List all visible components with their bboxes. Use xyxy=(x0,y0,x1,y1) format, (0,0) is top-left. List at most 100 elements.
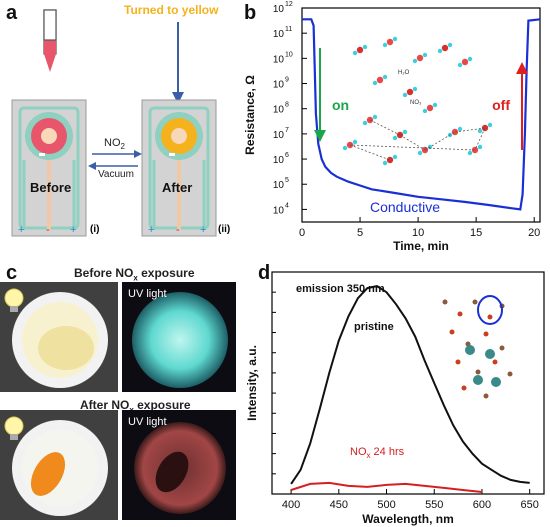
highlight-circle xyxy=(477,295,503,325)
after-nox-caption: After NOx exposure xyxy=(80,398,191,415)
no2-label: NO2 xyxy=(104,137,125,151)
metal-atom xyxy=(465,345,475,355)
photo-before-uv xyxy=(122,282,236,392)
hydrogen-atom xyxy=(372,80,378,86)
panel-c-letter: c xyxy=(6,262,18,284)
plot-frame xyxy=(271,271,545,495)
hydrogen-atom xyxy=(457,126,463,132)
photo-after-uv xyxy=(122,410,236,520)
before-label: Before xyxy=(30,180,72,195)
hbond-line xyxy=(349,144,391,161)
hydrogen-atom xyxy=(422,108,428,114)
emission-label: emission 350 nm xyxy=(296,283,385,295)
atom xyxy=(483,331,489,337)
hydrogen-atom xyxy=(457,62,463,68)
hydrogen-atom xyxy=(477,128,483,134)
hydrogen-atom xyxy=(382,74,388,80)
hbond-line xyxy=(454,127,486,133)
oxygen-atom xyxy=(416,54,424,62)
hydrogen-atom xyxy=(402,92,408,98)
hydrogen-atom xyxy=(417,150,423,156)
no2-sub: 2 xyxy=(120,142,125,152)
hbond-line xyxy=(369,119,401,136)
y-tick-label: 10 xyxy=(273,180,285,191)
y-tick-exponent: 10 xyxy=(285,51,293,58)
plus-left-2: + xyxy=(70,224,77,236)
off-label: off xyxy=(492,97,510,113)
on-label: on xyxy=(332,97,349,113)
panel-b-letter: b xyxy=(244,2,257,24)
oxygen-atom xyxy=(481,124,489,132)
x-tick-label: 5 xyxy=(357,227,363,239)
plot-frame xyxy=(301,7,541,223)
pristine-line xyxy=(290,285,530,485)
nox-line xyxy=(290,481,483,493)
after-label: After xyxy=(162,180,193,195)
panel-c-photos xyxy=(0,282,236,520)
vacuum-label: Vacuum xyxy=(98,169,134,180)
hydrogen-atom xyxy=(467,56,473,62)
plus-left-1: + xyxy=(18,224,25,236)
oxygen-atom xyxy=(386,38,394,46)
y-tick-exponent: 11 xyxy=(285,26,292,33)
y-tick-exponent: 12 xyxy=(285,1,293,8)
y-tick-label: 10 xyxy=(273,155,285,166)
oxygen-atom xyxy=(386,156,394,164)
before-nox-caption: Before NOx exposure xyxy=(74,266,195,283)
y-tick-exponent: 8 xyxy=(285,102,289,109)
hydrogen-atom xyxy=(352,139,358,145)
hydrogen-atom xyxy=(372,114,378,120)
hydrogen-atom xyxy=(432,102,438,108)
y-tick-label: 10 xyxy=(273,105,285,116)
no3-label: NO₃ xyxy=(410,100,422,106)
y-tick-exponent: 6 xyxy=(285,152,289,159)
x-tick-label: 450 xyxy=(330,499,348,511)
y-tick-exponent: 5 xyxy=(285,177,289,184)
off-arrow-head xyxy=(516,62,528,74)
pristine-label: pristine xyxy=(354,321,394,333)
hydrogen-atom xyxy=(392,36,398,42)
emission-chart: 400 450 500 550 600 650 Wavelength, nm Intensit… xyxy=(245,271,545,526)
panel-a-figure xyxy=(11,9,217,237)
hydrogen-atom xyxy=(392,154,398,160)
x-tick-label: 400 xyxy=(282,499,300,511)
atom xyxy=(492,359,498,365)
hydrogen-atom xyxy=(362,44,368,50)
hydrogen-atom xyxy=(352,50,358,56)
oxygen-atom xyxy=(441,44,449,52)
y-tick-label: 10 xyxy=(273,29,285,40)
oxygen-atom xyxy=(356,46,364,54)
panel-d-letter: d xyxy=(258,262,271,284)
hydrogen-atom xyxy=(392,135,398,141)
y-tick-exponent: 7 xyxy=(285,127,289,134)
oxygen-atom xyxy=(376,76,384,84)
hydrogen-atom xyxy=(487,122,493,128)
sensor-before xyxy=(11,99,87,237)
no2-text: NO xyxy=(104,137,121,149)
plus-right-1: + xyxy=(148,224,155,236)
y-tick-label: 10 xyxy=(273,130,285,141)
minus-left: - xyxy=(46,224,50,236)
bulb-icon-bottom xyxy=(4,416,24,440)
hydrogen-atom xyxy=(467,150,473,156)
index-ii: (ii) xyxy=(218,224,231,235)
y-tick-label: 10 xyxy=(273,4,285,15)
atom xyxy=(472,299,478,305)
y-tick-label: 10 xyxy=(273,54,285,65)
atom xyxy=(487,314,493,320)
h2o-label: H₂O xyxy=(398,70,410,76)
metal-atom xyxy=(491,377,501,387)
hbond-line xyxy=(474,127,486,151)
turned-yellow-label: Turned to yellow xyxy=(124,3,219,17)
x-axis-label: Wavelength, nm xyxy=(362,512,454,526)
atom xyxy=(461,385,467,391)
hydrogen-atom xyxy=(447,42,453,48)
hydrogen-atom xyxy=(437,48,443,54)
y-tick-label: 10 xyxy=(273,205,285,216)
x-tick-label: 650 xyxy=(521,499,539,511)
atom xyxy=(455,359,461,365)
metal-atom xyxy=(485,349,495,359)
x-tick-label: 550 xyxy=(425,499,443,511)
nox-label: NOx 24 hrs xyxy=(350,446,405,461)
